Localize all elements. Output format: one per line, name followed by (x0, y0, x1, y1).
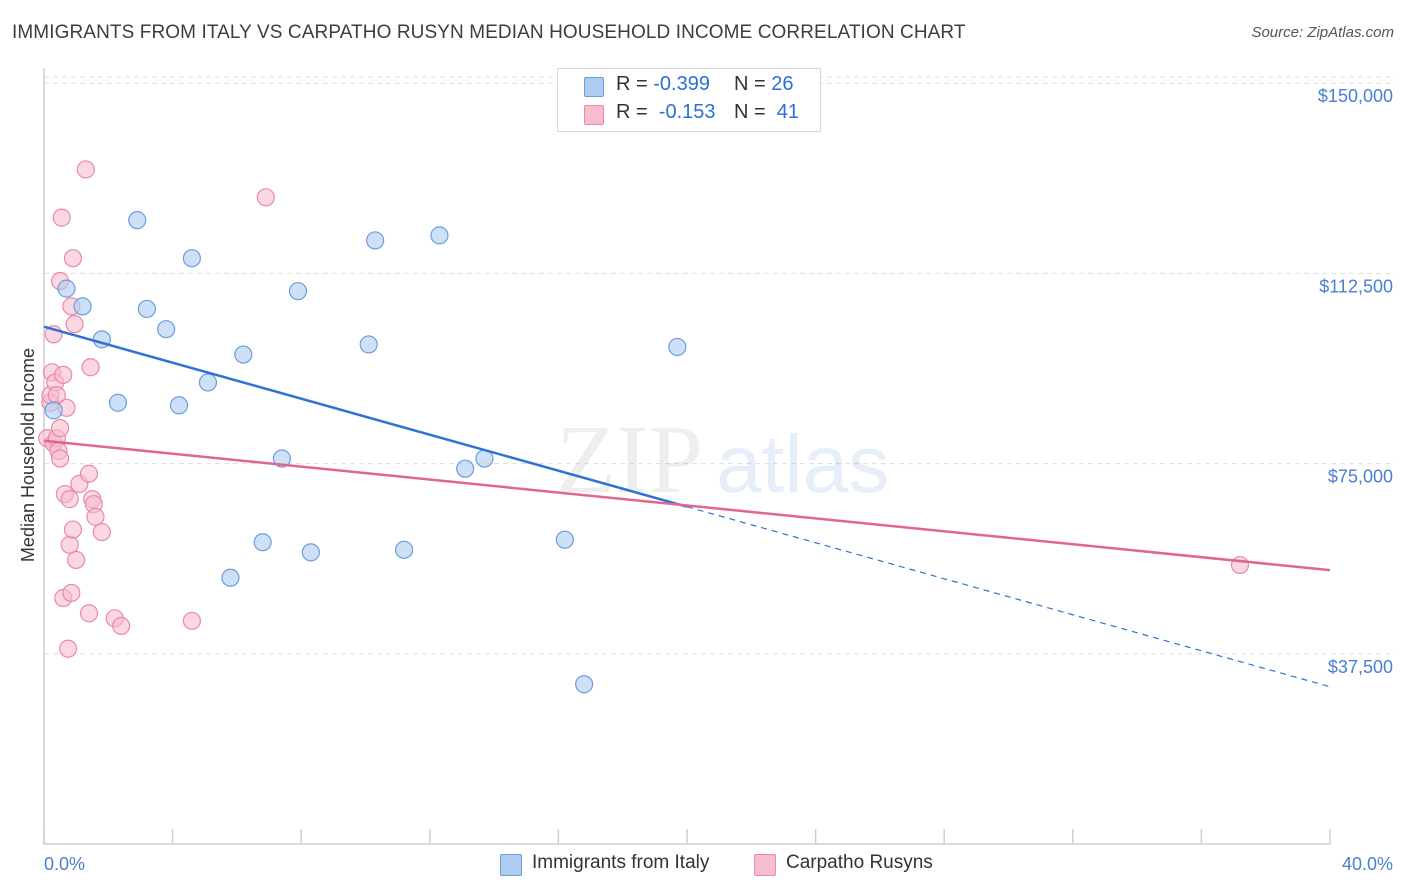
rusyn-point (62, 583, 81, 603)
series-immigrants-from-italy-points (44, 211, 687, 694)
x-tick-labels: 0.0% 40.0% (44, 854, 1393, 874)
italy-point (359, 335, 378, 354)
italy-point (221, 568, 240, 587)
legend-r-label: R = (616, 73, 654, 95)
chart-title: IMMIGRANTS FROM ITALY VS CARPATHO RUSYN … (12, 22, 966, 43)
italy-point (394, 540, 414, 559)
source-label: Source: ZipAtlas.com (1251, 24, 1394, 41)
legend-swatch-italy (584, 77, 604, 97)
legend-n-value: 26 (771, 73, 794, 95)
rusyn-point (1230, 555, 1250, 575)
italy-point (575, 675, 594, 694)
legend-r-value: -0.153 (653, 101, 716, 123)
italy-point (108, 393, 128, 412)
legend-n-value: 41 (771, 101, 800, 123)
italy-point (169, 396, 189, 415)
italy-point (198, 373, 218, 392)
rusyn-point (50, 419, 70, 438)
italy-point (456, 459, 475, 478)
rusyn-point (182, 611, 201, 630)
bottom-legend-label-italy: Immigrants from Italy (532, 852, 710, 873)
rusyn-point (92, 522, 111, 542)
y-tick-label: $112,500 (1319, 276, 1393, 296)
series-carpatho-rusyns-points (38, 160, 1250, 658)
rusyn-point (59, 639, 78, 658)
legend-swatch-rusyn (584, 105, 604, 125)
italy-point (301, 543, 320, 562)
watermark-atlas: atlas (716, 419, 889, 510)
italy-point (288, 282, 308, 301)
italy-point (128, 211, 147, 230)
rusyn-point (86, 507, 105, 526)
legend-n-label: N = (734, 101, 772, 123)
rusyn-point (65, 315, 84, 334)
rusyn-point (256, 188, 275, 207)
bottom-legend-swatch-italy (500, 854, 522, 876)
rusyn-point (79, 464, 99, 483)
rusyn-point (76, 160, 95, 179)
italy-point (137, 299, 156, 319)
trend-lines (43, 325, 1331, 688)
italy-point (44, 401, 63, 420)
italy-point (668, 337, 687, 357)
y-tick-labels: $37,500 $75,000 $112,500 $150,000 (1318, 86, 1393, 677)
italy-point (366, 231, 385, 250)
x-tick-label: 40.0% (1342, 854, 1393, 874)
rusyn-point (63, 249, 83, 268)
rusyn-point (63, 520, 83, 539)
y-tick-label: $150,000 (1318, 86, 1393, 106)
bottom-legend-label-rusyn: Carpatho Rusyns (786, 852, 933, 873)
legend-r-label: R = (616, 101, 654, 123)
trend-line (43, 439, 1331, 572)
italy-point (272, 449, 292, 468)
rusyn-point (52, 208, 71, 227)
trend-line (43, 325, 688, 508)
italy-point (157, 320, 176, 339)
correlation-legend: R = -0.399 N = 26 R = -0.153 N = 41 (557, 68, 821, 132)
watermark: ZIP atlas (556, 406, 889, 514)
italy-point (253, 533, 272, 552)
rusyn-point (54, 365, 73, 384)
grid-lines (44, 76, 1395, 655)
italy-point (73, 297, 92, 316)
rusyn-point (60, 490, 79, 509)
italy-point (234, 345, 253, 364)
bottom-legend-swatch-rusyn (754, 854, 776, 876)
italy-point (430, 226, 449, 245)
rusyn-point (81, 358, 100, 377)
rusyn-point (112, 616, 131, 636)
rusyn-point (79, 604, 99, 623)
legend-r-value: -0.399 (653, 73, 710, 95)
rusyn-point (60, 535, 79, 554)
y-axis-label: Median Household Income (18, 348, 38, 562)
italy-point (555, 530, 574, 549)
y-tick-label: $75,000 (1328, 467, 1393, 487)
y-tick-label: $37,500 (1328, 657, 1393, 677)
italy-point (182, 249, 201, 268)
axes (43, 68, 1331, 845)
legend-n-label: N = (734, 73, 772, 95)
italy-point (57, 279, 76, 298)
watermark-zip: ZIP (556, 406, 703, 514)
rusyn-point (67, 550, 86, 570)
rusyn-point (50, 449, 70, 468)
trend-line-extension (686, 506, 1331, 688)
x-tick-label: 0.0% (44, 854, 85, 874)
